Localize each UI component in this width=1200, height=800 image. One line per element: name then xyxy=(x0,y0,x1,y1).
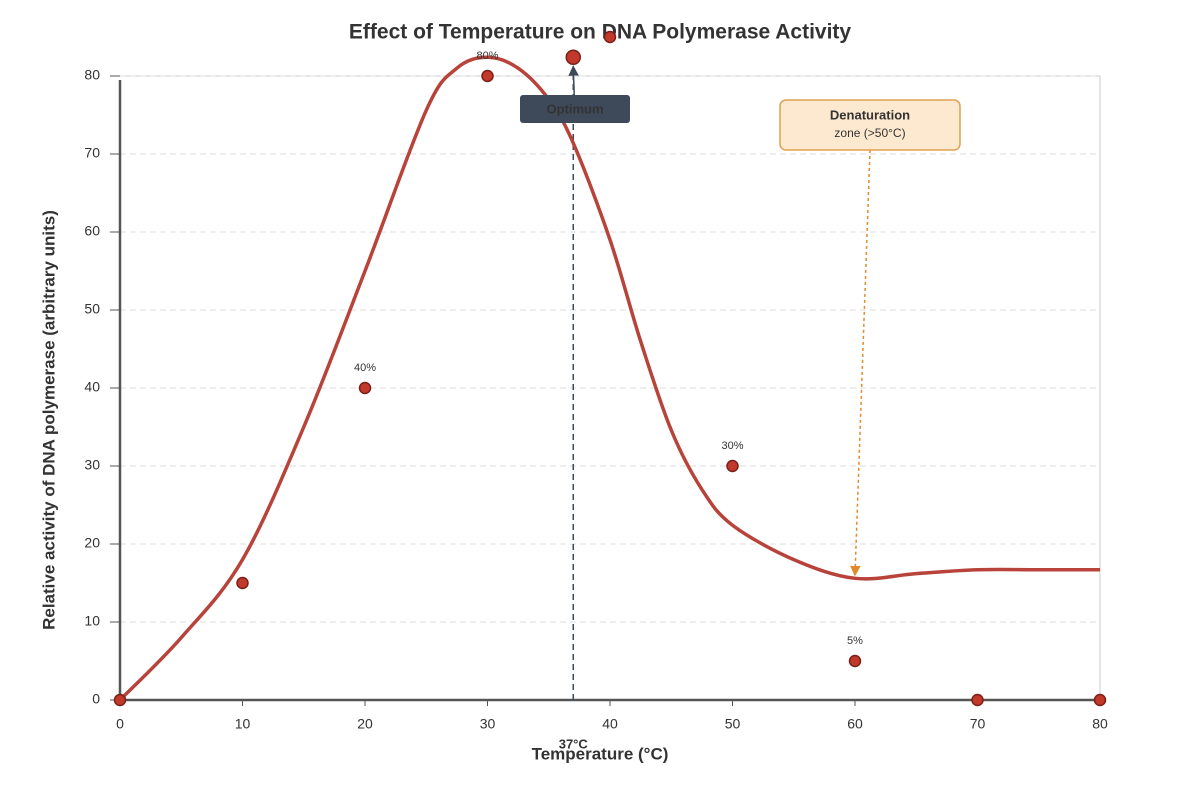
data-point xyxy=(848,654,862,668)
y-tick-label: 80 xyxy=(84,67,100,83)
optimum-box xyxy=(520,95,630,123)
y-axis-label: Relative activity of DNA polymerase (arb… xyxy=(39,210,58,630)
y-tick-label: 30 xyxy=(84,457,100,473)
denaturation-text: zone (>50°C) xyxy=(834,126,905,140)
x-tick-label: 60 xyxy=(847,716,863,732)
data-point xyxy=(565,49,581,66)
optimum-arrow xyxy=(568,65,579,97)
data-point xyxy=(726,459,739,473)
x-tick-label: 0 xyxy=(116,716,124,732)
x-tick-label: 70 xyxy=(970,716,986,732)
denaturation-title: Denaturation xyxy=(830,107,910,122)
point-label: 30% xyxy=(721,440,743,452)
fit-curve xyxy=(118,55,1100,702)
x-tick-label: 40 xyxy=(602,716,618,732)
point-label: 5% xyxy=(847,635,863,647)
y-tick-label: 0 xyxy=(92,691,100,707)
x-tick-label: 80 xyxy=(1092,716,1108,732)
point-label: 80% xyxy=(476,50,498,62)
y-tick-label: 20 xyxy=(84,535,100,551)
data-point xyxy=(1093,693,1107,707)
x-axis-label: Temperature (°C) xyxy=(532,744,669,763)
data-point xyxy=(113,693,127,707)
x-tick-label: 10 xyxy=(235,716,251,732)
y-tick-label: 70 xyxy=(84,145,100,161)
denaturation-box xyxy=(779,99,961,151)
x-tick-label: 50 xyxy=(725,716,741,732)
data-point xyxy=(236,576,249,590)
denaturation-arrow xyxy=(850,149,871,577)
y-tick-label: 60 xyxy=(84,223,100,239)
optimum-text: Optimum xyxy=(546,101,603,116)
optimum-x-label: 37°C xyxy=(559,736,589,751)
y-tick-label: 40 xyxy=(84,379,100,395)
data-point xyxy=(603,30,617,44)
x-tick-label: 20 xyxy=(357,716,373,732)
y-tick-label: 10 xyxy=(84,613,100,629)
x-tick-label: 30 xyxy=(480,716,496,732)
chart-title: Effect of Temperature on DNA Polymerase … xyxy=(349,21,852,44)
point-label: 40% xyxy=(354,362,376,374)
data-point xyxy=(481,69,494,83)
y-tick-label: 50 xyxy=(84,301,100,317)
data-point xyxy=(358,381,372,395)
data-point xyxy=(971,693,984,707)
